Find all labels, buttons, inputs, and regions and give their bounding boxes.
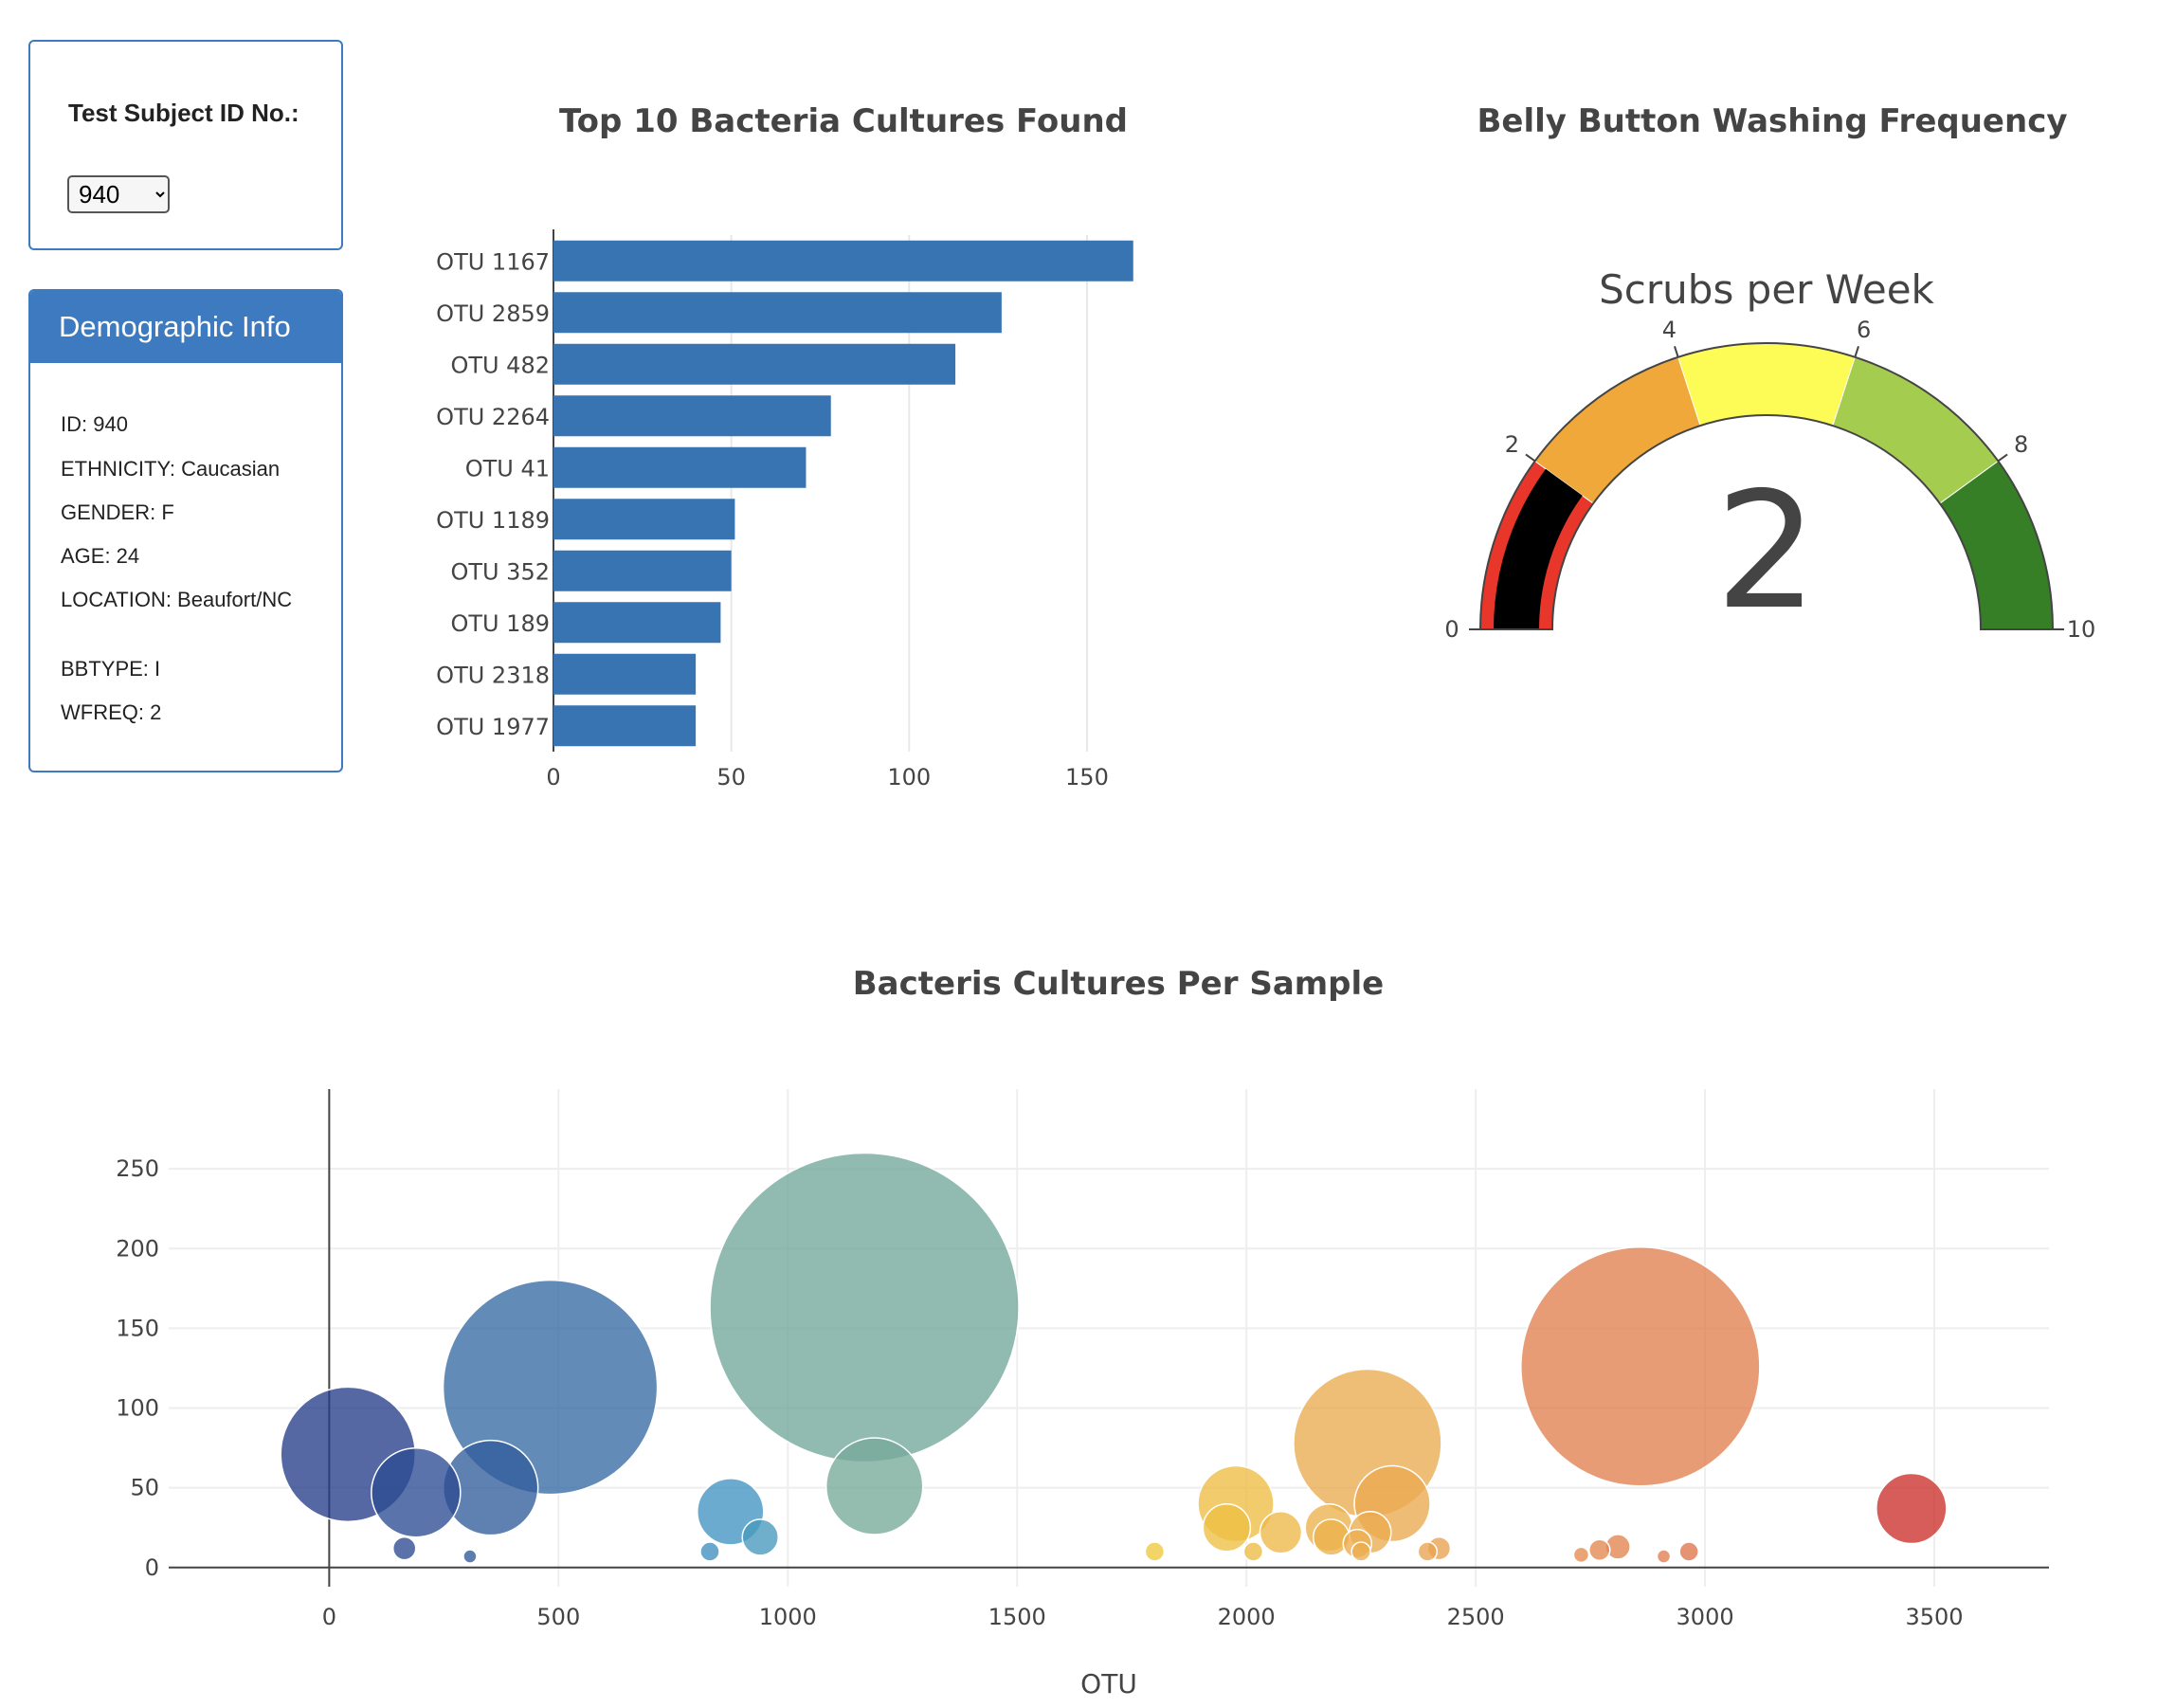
gauge-value: 2	[1715, 458, 1818, 645]
bubble	[1588, 1538, 1611, 1562]
gauge-outline	[1478, 342, 2055, 630]
gauge-subtitle: Scrubs per Week	[1599, 266, 1934, 313]
y-tick-label: 250	[116, 1155, 159, 1182]
demographic-row: GENDER: F	[61, 500, 174, 524]
bubble	[741, 1518, 779, 1556]
y-tick-label: OTU 482	[450, 352, 550, 378]
bar	[553, 395, 831, 437]
bar-chart: OTU 1167 OTU 2859 OTU 482 OTU 2264 OTU 41 OTU…	[436, 229, 1133, 790]
bubble	[1417, 1541, 1439, 1562]
y-tick-label: 150	[116, 1315, 159, 1341]
x-axis-label: OTU	[1080, 1668, 1137, 1699]
gauge-tick-label: 6	[1857, 317, 1871, 343]
bubble	[825, 1437, 924, 1535]
demographic-info-title: Demographic Info	[30, 291, 341, 363]
demographic-row: WFREQ: 2	[61, 700, 162, 724]
bubble	[1242, 1541, 1264, 1562]
y-tick-label: OTU 189	[450, 610, 550, 637]
bubble	[1656, 1549, 1672, 1564]
y-tick-label: OTU 1167	[436, 248, 550, 275]
gauge-tick-label: 2	[1505, 431, 1519, 458]
gauge-chart-title: Belly Button Washing Frequency	[1477, 102, 2068, 140]
y-tick-label: OTU 1977	[436, 714, 550, 740]
subject-selector-label: Test Subject ID No.:	[68, 99, 299, 127]
x-tick-label: 2000	[1218, 1604, 1276, 1630]
demographic-info-panel: Demographic Info ID: 940 ETHNICITY: Cauca…	[28, 289, 343, 772]
x-tick-label: 1500	[988, 1604, 1046, 1630]
y-tick-label: OTU 2264	[436, 404, 550, 430]
demographic-row: ETHNICITY: Caucasian	[61, 457, 281, 481]
x-tick-label: 0	[546, 764, 560, 790]
bar	[553, 292, 1002, 334]
bubble	[371, 1446, 462, 1538]
bubble	[699, 1541, 720, 1562]
gauge-tick-label: 4	[1662, 317, 1677, 343]
bubble	[462, 1549, 478, 1564]
x-tick-label: 2500	[1447, 1604, 1505, 1630]
gauge-tick-label: 10	[2067, 616, 2096, 643]
gauge-tick	[1854, 346, 1859, 358]
bar	[553, 499, 735, 540]
demographic-row: ID: 940	[61, 412, 128, 436]
gauge-tick	[1997, 453, 2008, 463]
bubble	[1144, 1541, 1166, 1562]
bubble	[1876, 1472, 1948, 1545]
bar	[553, 550, 732, 591]
bubble	[1678, 1541, 1699, 1562]
bubble	[1202, 1502, 1252, 1553]
bar	[553, 602, 721, 644]
x-tick-label: 0	[322, 1604, 336, 1630]
bar	[553, 343, 956, 385]
gauge-chart: Scrubs per Week 0 2 4 6 8 10 2	[1444, 266, 2095, 645]
bubble	[709, 1152, 1020, 1463]
bar	[553, 240, 1133, 282]
y-tick-label: OTU 2318	[436, 662, 550, 688]
x-tick-label: 50	[716, 764, 746, 790]
y-tick-label: 100	[116, 1395, 159, 1422]
bubble-chart: 0 500 1000 1500 2000 2500 3000 3500 0 50 100 150 200…	[116, 1089, 2049, 1699]
subject-id-select[interactable]: 940	[67, 175, 170, 213]
x-tick-label: 3000	[1677, 1604, 1734, 1630]
gauge-step	[1677, 342, 1856, 427]
gauge-tick	[1525, 453, 1536, 463]
bar	[553, 446, 807, 488]
subject-selector-panel: Test Subject ID No.: 940	[28, 40, 343, 250]
bar-chart-title: Top 10 Bacteria Cultures Found	[558, 102, 1128, 140]
bubble	[1259, 1511, 1303, 1554]
bar	[553, 705, 697, 747]
y-tick-label: OTU 1189	[436, 507, 550, 534]
y-tick-label: OTU 2859	[436, 300, 550, 327]
y-tick-label: OTU 41	[465, 455, 550, 482]
bar	[553, 653, 697, 695]
bubble	[391, 1535, 417, 1561]
y-tick-label: 0	[145, 1554, 159, 1581]
bubble	[1572, 1546, 1590, 1564]
demographic-row: LOCATION: Beaufort/NC	[61, 588, 293, 611]
bubble-chart-title: Bacteris Cultures Per Sample	[852, 965, 1385, 1003]
y-tick-label: 50	[130, 1475, 159, 1501]
gauge-value-bar	[1494, 468, 1583, 629]
y-tick-label: 200	[116, 1235, 159, 1262]
y-tick-label: OTU 352	[450, 558, 550, 585]
x-tick-label: 150	[1065, 764, 1109, 790]
x-tick-label: 1000	[759, 1604, 817, 1630]
x-tick-label: 500	[536, 1604, 580, 1630]
x-tick-label: 100	[887, 764, 931, 790]
bubble	[1520, 1246, 1761, 1487]
gauge-tick-label: 0	[1444, 616, 1459, 643]
demographic-row: AGE: 24	[61, 544, 140, 568]
gauge-tick	[1674, 346, 1679, 358]
bubble	[1350, 1541, 1371, 1562]
demographic-row: BBTYPE: I	[61, 657, 161, 681]
gauge-tick-label: 8	[2014, 431, 2028, 458]
x-tick-label: 3500	[1905, 1604, 1963, 1630]
